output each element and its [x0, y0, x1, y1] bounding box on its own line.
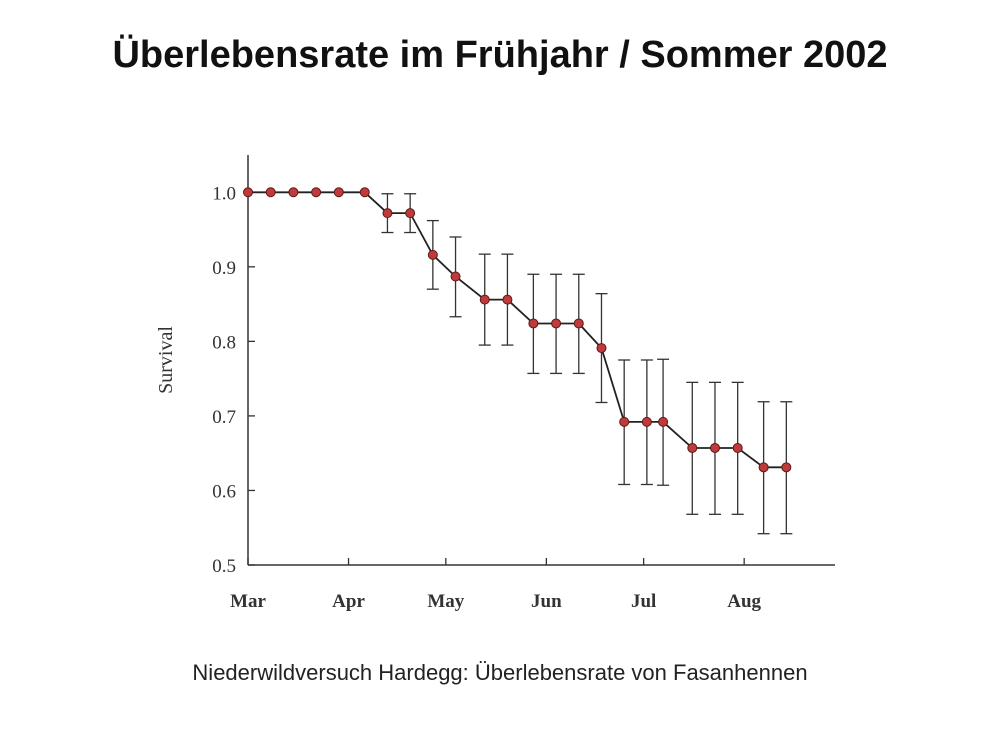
y-tick-label: 0.7 [212, 407, 236, 428]
data-point [709, 442, 720, 453]
data-point [333, 187, 344, 198]
y-tick-label: 0.9 [212, 258, 236, 279]
data-markers [243, 187, 792, 473]
data-point [288, 187, 299, 198]
data-point [758, 462, 769, 473]
x-tick-label: Aug [727, 591, 761, 612]
data-point [311, 187, 322, 198]
x-tick-label: Jun [531, 591, 562, 612]
y-axis-label: Survival [155, 326, 177, 394]
data-point [732, 442, 743, 453]
data-point [243, 187, 253, 198]
y-tick-label: 0.5 [212, 556, 236, 577]
data-point [573, 318, 584, 329]
data-point [658, 416, 669, 427]
slide-caption: Niederwildversuch Hardegg: Überlebensrat… [192, 660, 808, 685]
x-tick-label: May [427, 591, 464, 612]
data-point [502, 294, 513, 305]
data-point [427, 249, 438, 260]
x-tick-label: Jul [631, 591, 656, 612]
data-point [551, 318, 562, 329]
series-line [248, 191, 787, 469]
data-point [687, 442, 698, 453]
x-tick-label: Mar [230, 591, 266, 612]
data-point [619, 416, 630, 427]
y-tick-label: 0.8 [212, 332, 236, 353]
data-point [450, 271, 461, 282]
series-line-group [248, 191, 787, 469]
data-point [359, 187, 370, 198]
y-tick-label: 1.0 [212, 183, 236, 204]
data-point [528, 318, 539, 329]
error-bars [381, 193, 793, 535]
data-point [405, 208, 416, 219]
y-tick-label: 0.6 [212, 481, 236, 502]
data-point [265, 187, 276, 198]
slide-title: Überlebensrate im Frühjahr / Sommer 2002 [112, 34, 888, 76]
data-point [781, 462, 792, 473]
data-point [382, 208, 393, 219]
data-point [596, 343, 607, 354]
data-point [641, 416, 652, 427]
chart-axes: 0.5 0.6 0.7 0.8 0.9 1.0 Mar Apr May Jun Jul Aug [212, 155, 835, 612]
data-point [479, 294, 490, 305]
x-tick-label: Apr [332, 591, 365, 612]
